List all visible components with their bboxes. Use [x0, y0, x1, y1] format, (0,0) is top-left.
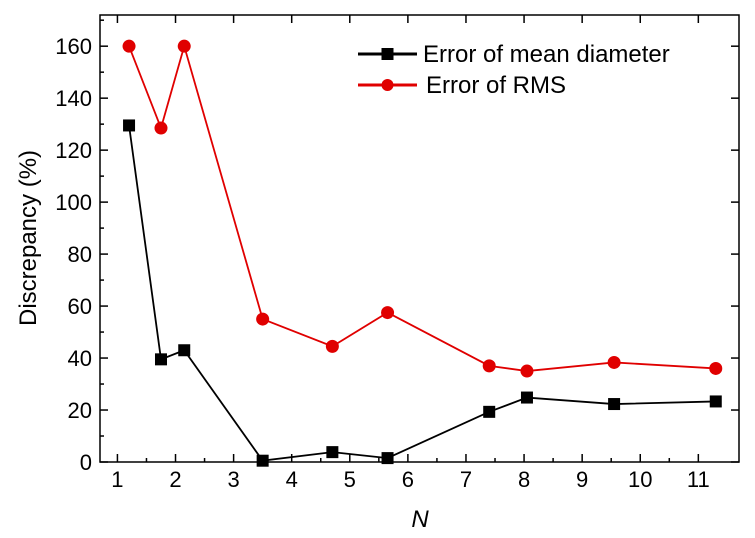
y-tick-label: 80 — [68, 242, 92, 267]
x-tick-label: 6 — [402, 467, 414, 492]
legend-label-mean-diameter: Error of mean diameter — [423, 41, 670, 68]
data-point-mean-diameter — [709, 395, 722, 408]
legend-label-rms: Error of RMS — [426, 72, 566, 99]
data-point-mean-diameter — [608, 398, 621, 411]
series-layer — [122, 39, 723, 467]
data-point-rms — [122, 39, 136, 53]
data-point-mean-diameter — [178, 344, 191, 357]
data-point-rms — [607, 355, 621, 369]
y-tick-label: 20 — [68, 398, 92, 423]
series-line-1 — [128, 42, 716, 372]
data-point-mean-diameter — [256, 454, 269, 467]
x-tick-label: 7 — [460, 467, 472, 492]
y-tick-label: 60 — [68, 294, 92, 319]
y-tick-label: 0 — [80, 450, 92, 475]
x-tick-label: 4 — [286, 467, 298, 492]
data-point-rms — [256, 312, 270, 326]
x-tick-label: 9 — [576, 467, 588, 492]
data-point-mean-diameter — [123, 119, 136, 132]
y-tick-label: 140 — [55, 86, 92, 111]
data-point-mean-diameter — [154, 353, 167, 366]
x-tick-label: 1 — [111, 467, 123, 492]
x-tick-label: 10 — [628, 467, 652, 492]
y-tick-label: 160 — [55, 34, 92, 59]
data-point-rms — [325, 339, 339, 353]
plot-frame — [99, 14, 740, 463]
data-point-rms — [709, 361, 723, 375]
data-point-mean-diameter — [381, 452, 394, 465]
x-tick-label: 8 — [518, 467, 530, 492]
data-point-mean-diameter — [520, 391, 533, 404]
legend-marker-rms — [381, 79, 394, 91]
legend: Error of mean diameter Error of RMS — [358, 41, 670, 99]
x-axis-title: N — [411, 506, 429, 533]
x-tick-label: 11 — [687, 467, 710, 492]
data-point-rms — [520, 364, 534, 378]
data-point-rms — [177, 39, 191, 53]
data-point-mean-diameter — [483, 405, 496, 418]
data-point-mean-diameter — [326, 446, 339, 459]
y-tick-label: 100 — [55, 190, 92, 215]
x-tick-label: 5 — [344, 467, 356, 492]
x-tick-label: 2 — [169, 467, 181, 492]
axis-ticks — [100, 15, 739, 463]
y-axis-title: Discrepancy (%) — [15, 150, 42, 326]
axis-tick-labels: 1 2 3 4 5 6 7 8 9 10 11 0 20 40 60 80 100 120 140 160 — [55, 34, 709, 492]
data-point-rms — [154, 121, 168, 135]
y-tick-label: 40 — [68, 346, 92, 371]
data-point-rms — [482, 359, 496, 373]
y-tick-label: 120 — [55, 138, 92, 163]
legend-marker-mean-diameter — [381, 48, 394, 60]
series-line-0 — [128, 125, 716, 462]
data-point-rms — [381, 306, 395, 320]
x-tick-label: 3 — [227, 467, 239, 492]
